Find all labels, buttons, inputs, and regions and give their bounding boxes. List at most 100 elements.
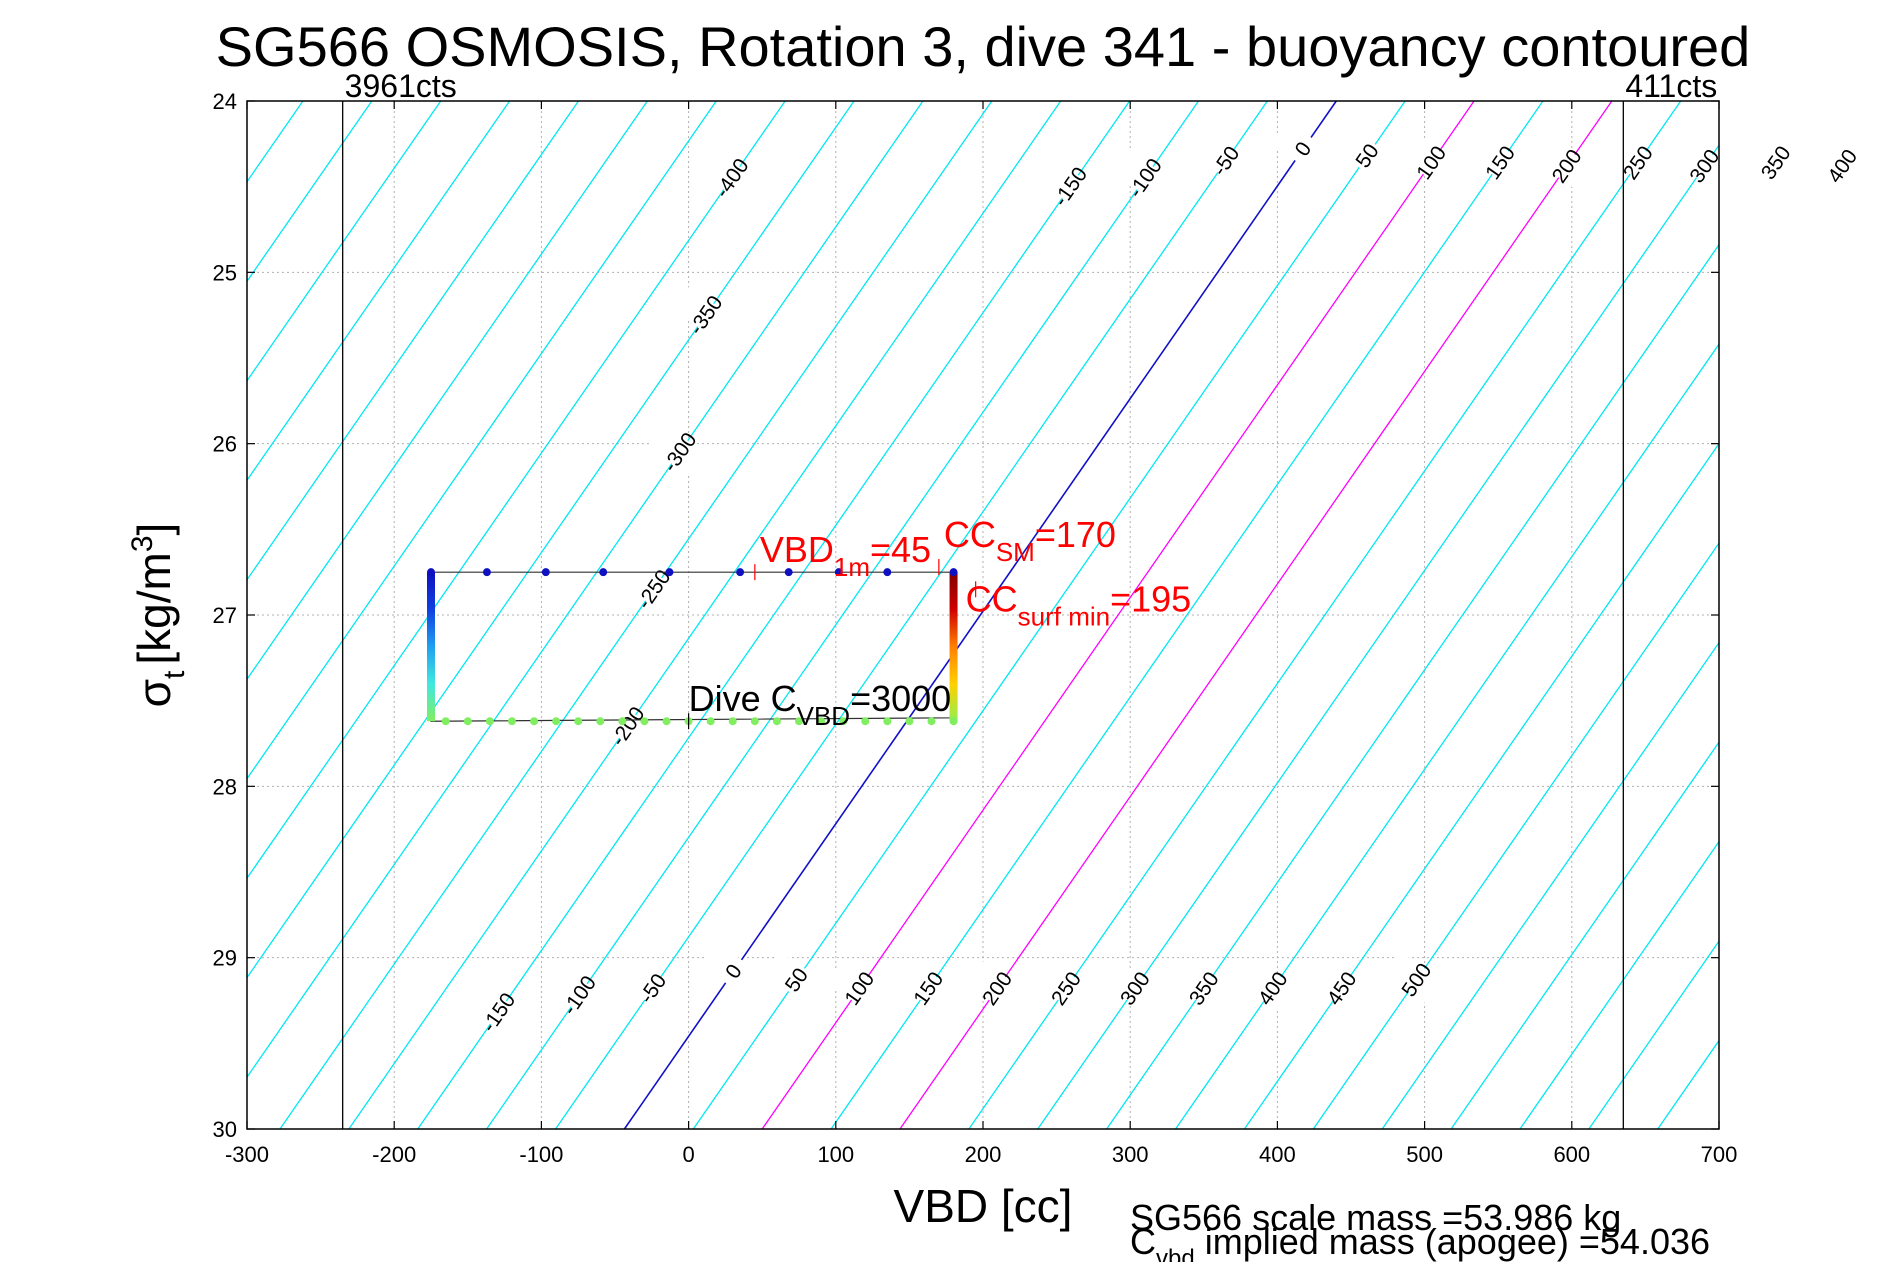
vbd-limits: 3961cts 411cts	[342, 68, 1717, 1129]
climb-point	[736, 568, 745, 577]
contour-label-bg	[1193, 132, 1259, 190]
contour-label-bg	[1171, 959, 1237, 1018]
climb-point	[482, 568, 491, 577]
climb-point	[834, 568, 843, 577]
y-tick-label: 27	[213, 603, 237, 628]
contour-line	[761, 101, 1475, 1129]
annotation-sub: VBD	[797, 701, 850, 731]
contour-line	[247, 101, 580, 581]
contour-label-bg	[1112, 149, 1178, 207]
y-tick-label: 29	[213, 946, 237, 971]
contour-line	[968, 101, 1682, 1129]
dive-point	[817, 717, 826, 726]
contour-label-bg	[1102, 959, 1168, 1018]
dive-point	[839, 717, 848, 726]
x-tick-label: 600	[1553, 1142, 1590, 1167]
dive-point	[927, 717, 936, 726]
contour-label-bg	[620, 959, 686, 1018]
contour-line	[348, 101, 1062, 1129]
dive-point	[507, 717, 516, 726]
contour-line	[247, 101, 511, 482]
contour-label-bg	[595, 697, 661, 755]
contour-line	[1381, 641, 1719, 1129]
dive-point	[728, 717, 737, 726]
y-axis-label: σt [kg/m3]	[126, 523, 191, 708]
contour-label-bg	[1398, 134, 1464, 192]
x-tick-label: 300	[1112, 1142, 1149, 1167]
contour-line	[1312, 542, 1719, 1129]
dive-point	[530, 717, 539, 726]
annotation-sub: SM	[996, 537, 1035, 567]
annotation-main: CC	[966, 578, 1018, 619]
x-tick-label: -100	[519, 1142, 563, 1167]
dive-point	[949, 717, 958, 726]
contour-label-bg	[1809, 137, 1875, 195]
x-tick-label: 200	[965, 1142, 1002, 1167]
contour-line	[1243, 442, 1719, 1129]
dive-point	[618, 717, 627, 726]
chart-title: SG566 OSMOSIS, Rotation 3, dive 341 - bu…	[216, 15, 1751, 78]
contour-label-bg	[1671, 137, 1738, 195]
contour-label-bg	[465, 983, 532, 1042]
dive-track	[427, 568, 958, 726]
x-tick-label: 400	[1259, 1142, 1296, 1167]
contour-label-bg	[1334, 127, 1400, 185]
y-axis-label-sup: 3	[126, 535, 159, 552]
y-axis-label-close: ]	[128, 523, 180, 536]
contour-line	[247, 101, 717, 780]
annotation-text: Dive CVBD=3000	[689, 678, 952, 731]
contour-line	[1106, 243, 1719, 1129]
contour-line	[486, 101, 1200, 1129]
annotation-sub: surf min	[1018, 601, 1110, 631]
x-tick-label: 700	[1701, 1142, 1738, 1167]
climb-point	[599, 568, 608, 577]
y-axis-label-symbol: σ	[128, 679, 180, 707]
y-axis-label-sub: t	[158, 670, 191, 679]
contour-label-bg	[826, 959, 893, 1018]
contour-label-bg	[895, 959, 962, 1018]
dive-point	[861, 717, 870, 726]
x-tick-label: 100	[817, 1142, 854, 1167]
contour-label-bg	[647, 423, 713, 481]
contour-label-bg	[546, 966, 612, 1024]
contour-line	[1175, 343, 1719, 1129]
annotation-value: =45	[870, 529, 931, 570]
dive-point	[640, 717, 649, 726]
y-axis-label-units: [kg/m	[128, 552, 180, 664]
footnote-implied-prefix: C	[1130, 1221, 1156, 1262]
contour-line	[247, 101, 648, 681]
y-tick-label: 24	[213, 89, 237, 114]
ascent-segment	[949, 572, 958, 722]
climb-point	[949, 568, 958, 577]
y-tick-label: 25	[213, 260, 237, 285]
contour-line	[1519, 840, 1719, 1129]
contour-line	[554, 101, 1268, 1129]
contour-line	[247, 101, 924, 1079]
contour-label-bg	[699, 149, 765, 207]
annotation-value: =3000	[850, 678, 951, 719]
dive-point	[795, 717, 803, 726]
dive-point	[750, 717, 759, 726]
annotation-text: CCSM=170	[944, 514, 1116, 567]
annotation-value: =195	[1110, 578, 1191, 619]
x-tick-label: 500	[1406, 1142, 1443, 1167]
contour-label-bg	[1309, 959, 1375, 1018]
y-tick-label: 30	[213, 1117, 237, 1142]
y-tick-label: 28	[213, 774, 237, 799]
contour-line	[899, 101, 1613, 1129]
contour-line	[417, 101, 1131, 1129]
axes: -300 -200 -100 0 100 200 300 400 500 600 700 24 25 26…	[213, 89, 1738, 1167]
contour-label-bg	[1534, 137, 1600, 195]
contour-label-bg	[700, 942, 767, 1000]
contour-line	[1588, 939, 1719, 1129]
buoyancy-contours	[247, 101, 1719, 1129]
contour-label-bg	[1743, 134, 1809, 192]
climb-point	[883, 568, 892, 577]
dive-point	[662, 717, 671, 726]
contour-label-bg	[1033, 959, 1099, 1018]
dive-point	[883, 717, 892, 726]
climb-point	[784, 568, 793, 577]
vbd-limit-label: 3961cts	[345, 68, 457, 104]
